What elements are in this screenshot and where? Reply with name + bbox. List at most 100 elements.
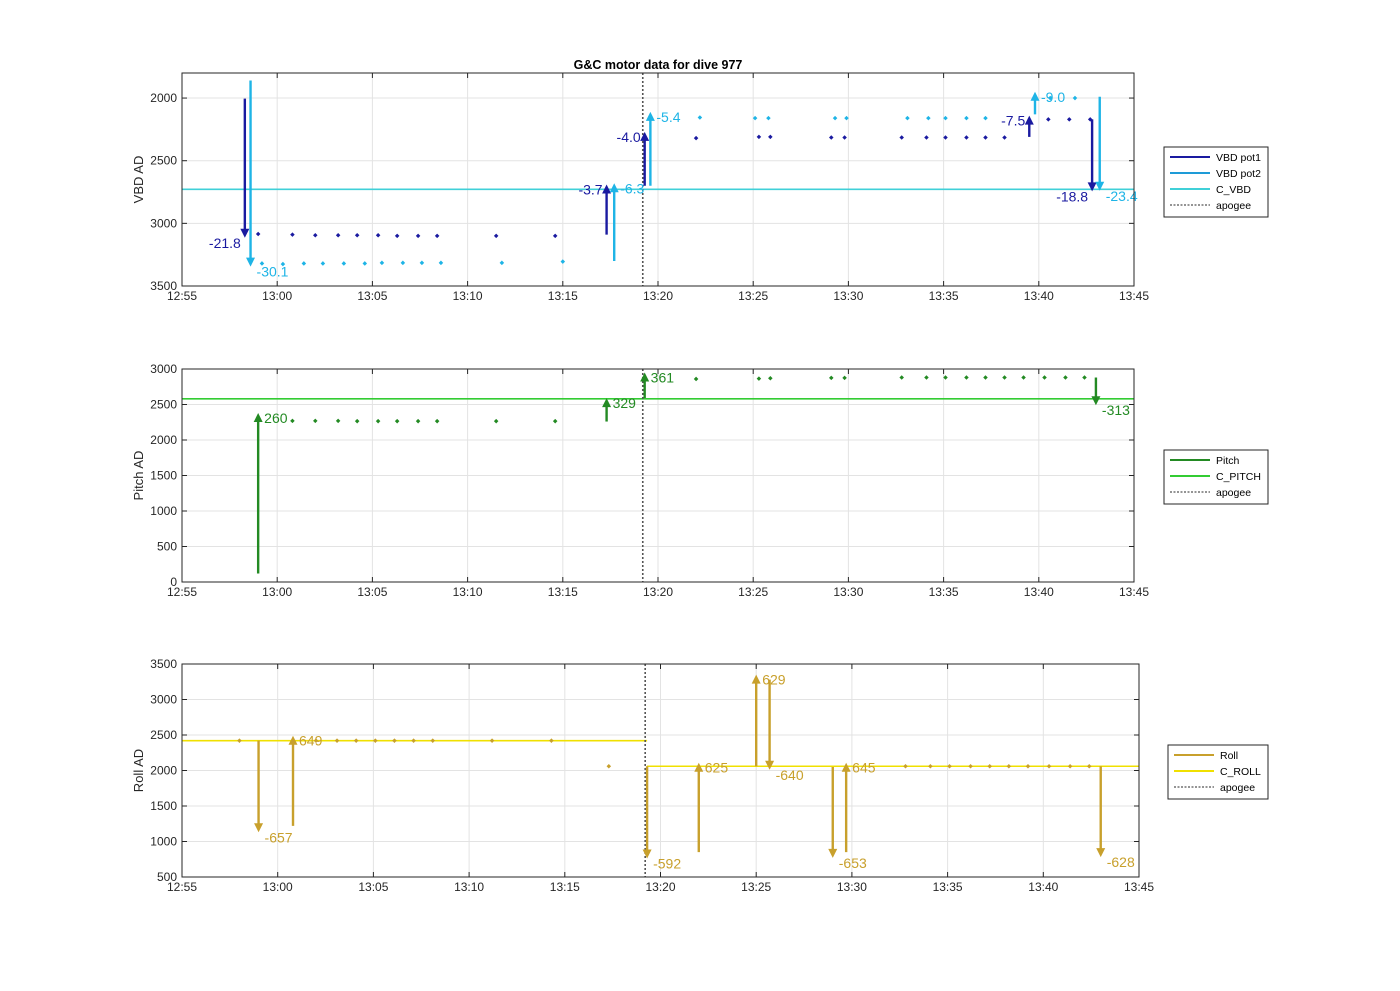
roll-y-tick-label: 3000	[150, 693, 177, 707]
vbd-x-tick-label: 13:10	[453, 289, 483, 303]
pitch-point	[768, 375, 773, 381]
vbd-x-tick-label: 13:45	[1119, 289, 1149, 303]
roll-point	[1067, 763, 1073, 769]
vbd-arrow-head	[640, 131, 650, 141]
vbd-y-tick-label: 3000	[150, 216, 177, 230]
vbd-point	[1047, 95, 1053, 101]
vbd-arrow-label: -5.4	[656, 109, 680, 125]
vbd-x-tick-label: 13:40	[1024, 289, 1054, 303]
roll-arrow-label: 649	[299, 733, 323, 749]
vbd-legend-label: VBD pot1	[1216, 152, 1261, 164]
roll-x-tick-label: 13:05	[358, 880, 388, 894]
roll-x-tick-label: 12:55	[167, 880, 197, 894]
roll-arrow-head	[254, 823, 264, 833]
vbd-x-tick-label: 12:55	[167, 289, 197, 303]
roll-arrow-head	[765, 760, 775, 770]
vbd-arrow-label: -23.4	[1106, 188, 1138, 204]
roll-arrow-label: 645	[852, 760, 876, 776]
vbd-arrow-label: -21.8	[209, 235, 241, 251]
roll-legend-label: apogee	[1220, 782, 1255, 794]
roll-arrow-head	[288, 735, 298, 745]
roll-arrow-head	[642, 849, 652, 859]
pitch-legend-label: apogee	[1216, 487, 1251, 499]
roll-arrow-label: 625	[705, 760, 729, 776]
pitch-arrow-label: 361	[651, 370, 675, 386]
roll-arrow-label: -592	[653, 856, 681, 872]
roll-y-tick-label: 3500	[150, 657, 177, 671]
vbd-legend-label: VBD pot2	[1216, 168, 1261, 180]
pitch-point	[1002, 375, 1007, 380]
vbd-point	[434, 233, 440, 239]
vbd-point	[341, 261, 347, 266]
pitch-legend-label: C_PITCH	[1216, 471, 1261, 483]
roll-x-tick-label: 13:10	[454, 880, 484, 894]
pitch-arrow-label: 260	[264, 410, 288, 426]
pitch-y-tick-label: 3000	[150, 362, 177, 376]
vbd-legend-label: C_VBD	[1216, 184, 1251, 196]
pitch-arrow-head	[253, 413, 263, 423]
vbd-arrow-head	[645, 111, 655, 121]
roll-x-tick-label: 13:40	[1028, 880, 1058, 894]
roll-arrow-head	[841, 762, 851, 772]
vbd-arrow-head	[609, 183, 619, 193]
pitch-point	[434, 418, 440, 424]
roll-arrow-head	[828, 848, 838, 858]
pitch-point	[1082, 375, 1087, 380]
vbd-point	[280, 261, 286, 267]
pitch-arrow-label: -313	[1102, 402, 1130, 418]
vbd-y-tick-label: 2000	[150, 91, 177, 105]
vbd-x-tick-label: 13:00	[262, 289, 292, 303]
roll-point	[1086, 763, 1092, 769]
vbd-legend-label: apogee	[1216, 200, 1251, 212]
pitch-point	[1021, 375, 1026, 380]
pitch-x-tick-label: 12:55	[167, 585, 197, 599]
roll-point	[334, 738, 340, 743]
roll-x-tick-label: 13:45	[1124, 880, 1154, 894]
pitch-y-tick-label: 0	[170, 575, 177, 589]
pitch-y-tick-label: 500	[157, 540, 177, 554]
roll-arrow-label: -628	[1107, 854, 1135, 870]
roll-point	[430, 738, 435, 743]
pitch-x-tick-label: 13:20	[643, 585, 673, 599]
pitch-point	[375, 418, 381, 424]
roll-y-axis-label: Roll AD	[131, 749, 146, 792]
pitch-point	[983, 375, 988, 380]
pitch-y-tick-label: 2000	[150, 433, 177, 447]
vbd-point	[290, 232, 295, 237]
pitch-y-axis-label: Pitch AD	[131, 451, 146, 501]
vbd-point	[1072, 95, 1078, 101]
pitch-point	[943, 375, 948, 380]
pitch-y-tick-label: 2500	[150, 398, 177, 412]
roll-arrow-label: -653	[839, 855, 867, 871]
vbd-point	[259, 261, 265, 266]
pitch-arrow-label: 329	[613, 395, 637, 411]
vbd-x-tick-label: 13:25	[738, 289, 768, 303]
pitch-point	[924, 375, 929, 380]
vbd-arrow-head	[240, 228, 250, 238]
pitch-point	[693, 376, 699, 382]
roll-legend-label: Roll	[1220, 750, 1238, 762]
pitch-x-tick-label: 13:05	[357, 585, 387, 599]
vbd-point	[1046, 117, 1051, 122]
vbd-x-tick-label: 13:20	[643, 289, 673, 303]
roll-point	[411, 738, 416, 743]
vbd-point	[379, 260, 385, 266]
roll-x-tick-label: 13:15	[550, 880, 580, 894]
pitch-point	[415, 418, 421, 424]
roll-arrow-label: -657	[265, 829, 293, 845]
vbd-point	[438, 260, 444, 266]
vbd-arrow-head	[1087, 182, 1097, 192]
vbd-point	[301, 261, 307, 266]
chart-title: G&C motor data for dive 977	[574, 58, 743, 72]
vbd-panel: -21.8 -30.1 -3.7 -6.3 -4.0 -5.4 -7.5 -9.0 -18.8 -…	[131, 72, 1269, 303]
vbd-point	[362, 261, 368, 266]
pitch-point	[354, 418, 360, 424]
roll-panel: -657 649 -592 625 629 -640 -653 645 -628 12:55 13:…	[131, 657, 1269, 894]
roll-y-tick-label: 1500	[150, 799, 177, 813]
pitch-point	[290, 418, 295, 424]
